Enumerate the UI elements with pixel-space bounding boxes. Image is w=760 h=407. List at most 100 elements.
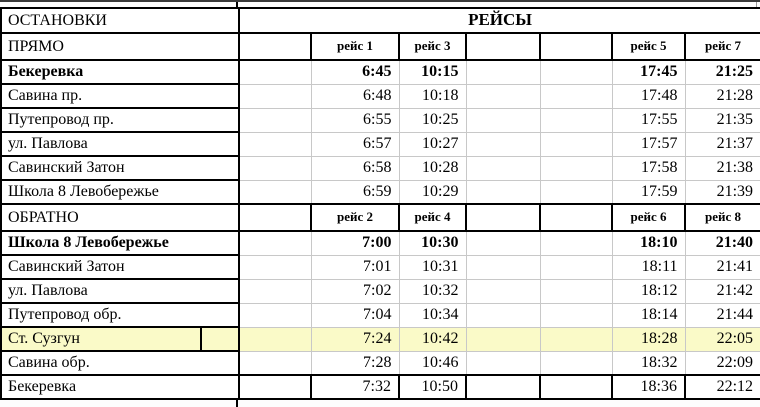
stop-name-cell: Савина обр. [0,350,240,376]
time-cell: 22:12 [683,374,760,400]
time-cell: 10:32 [398,278,467,304]
empty-time-cell [539,59,613,85]
empty-time-cell [238,278,312,304]
schedule-table-body: ПРЯМО рейс 1 рейс 3 рейс 5 рейс 7 Бекеревка 6:… [0,32,760,400]
time-cell: 7:28 [310,350,400,376]
empty-time-cell [465,254,541,280]
stop-row: Бекеревка 7:32 10:50 18:36 22:12 [0,374,760,400]
time-cell: 7:01 [310,254,400,280]
empty-time-cell [539,107,613,133]
time-cell: 10:31 [398,254,467,280]
time-cell: 17:45 [611,59,686,85]
empty-time-cell [238,254,312,280]
empty-time-cell [238,326,312,352]
empty-time-cell [238,131,312,157]
time-cell: 18:28 [611,326,686,352]
stop-name-cell: Бекеревка [0,59,240,85]
trip-label-cell: рейс 8 [683,203,760,232]
time-cell: 21:41 [684,254,760,280]
stop-row: ул. Павлова 6:57 10:27 17:57 21:37 [0,131,760,157]
time-cell: 17:57 [611,131,686,157]
time-cell: 10:15 [398,59,467,85]
stop-row: Путепровод пр. 6:55 10:25 17:55 21:35 [0,107,760,133]
empty-time-cell [539,254,613,280]
empty-time-cell [539,131,613,157]
empty-time-cell [465,374,541,400]
stop-name-cell: Савина пр. [0,83,240,109]
empty-time-cell [539,374,613,400]
time-cell: 10:27 [398,131,467,157]
time-cell: 18:11 [611,254,686,280]
time-cell: 7:32 [310,374,400,400]
trip-label-cell: рейс 6 [611,203,686,232]
time-cell: 6:45 [310,59,400,85]
time-cell: 21:37 [684,131,760,157]
trips-header-cell: РЕЙСЫ [237,7,760,34]
stop-name-cell: Савинский Затон [0,254,240,280]
empty-time-cell [539,278,613,304]
stop-row: Школа 8 Левобережье 6:59 10:29 17:59 21:39 [0,179,760,205]
stop-row: Бекеревка 6:45 10:15 17:45 21:25 [0,59,760,85]
time-cell: 10:50 [398,374,467,400]
table-header-row: ОСТАНОВКИ РЕЙСЫ [0,7,760,34]
stop-name-cell: Бекеревка [0,374,240,400]
direction-cell: ПРЯМО [0,32,240,61]
empty-header-cell [465,32,541,61]
empty-time-cell [465,107,541,133]
trip-label-cell: рейс 3 [398,32,467,61]
empty-time-cell [238,302,312,328]
stops-header-cell: ОСТАНОВКИ [0,7,240,34]
empty-header-cell [465,203,541,232]
time-cell: 17:58 [611,155,686,181]
empty-header-cell [539,203,613,232]
gridline-vertical [756,2,757,7]
time-cell: 18:14 [611,302,686,328]
stop-name-cell: ул. Павлова [0,131,240,157]
empty-time-cell [238,179,312,205]
gridline-vertical [236,2,238,7]
direction-cell: ОБРАТНО [0,203,240,232]
empty-time-cell [465,302,541,328]
time-cell: 17:59 [611,179,686,205]
time-cell: 21:35 [684,107,760,133]
stop-row: Савинский Затон 6:58 10:28 17:58 21:38 [0,155,760,181]
empty-time-cell [539,326,613,352]
time-cell: 21:38 [684,155,760,181]
empty-time-cell [539,230,613,256]
time-cell: 18:12 [611,278,686,304]
time-cell: 10:28 [398,155,467,181]
stop-name-cell: Савинский Затон [0,155,240,181]
direction-header-row: ПРЯМО рейс 1 рейс 3 рейс 5 рейс 7 [0,32,760,61]
time-cell: 6:58 [310,155,400,181]
empty-time-cell [465,155,541,181]
empty-time-cell [238,83,312,109]
empty-time-cell [238,155,312,181]
stop-row: ул. Павлова 7:02 10:32 18:12 21:42 [0,278,760,304]
time-cell: 18:36 [611,374,686,400]
time-cell: 10:30 [398,230,467,256]
time-cell: 21:44 [684,302,760,328]
stop-row: Савинский Затон 7:01 10:31 18:11 21:41 [0,254,760,280]
time-cell: 7:00 [310,230,400,256]
empty-time-cell [238,230,312,256]
stop-name-cell: Школа 8 Левобережье [0,230,240,256]
empty-header-cell [238,203,312,232]
empty-time-cell [238,350,312,376]
time-cell: 18:10 [611,230,686,256]
time-cell: 21:40 [684,230,760,256]
time-cell: 21:42 [684,278,760,304]
cropped-row-top [0,0,760,7]
time-cell: 17:55 [611,107,686,133]
time-cell: 7:24 [310,326,400,352]
time-cell: 17:48 [611,83,686,109]
time-cell: 7:02 [310,278,400,304]
stop-name-cell: Путепровод обр. [0,302,240,328]
time-cell: 10:29 [398,179,467,205]
time-cell: 10:42 [398,326,467,352]
stop-name-cell: ул. Павлова [0,278,240,304]
time-cell: 10:18 [398,83,467,109]
time-cell: 10:34 [398,302,467,328]
empty-time-cell [238,59,312,85]
empty-time-cell [539,155,613,181]
